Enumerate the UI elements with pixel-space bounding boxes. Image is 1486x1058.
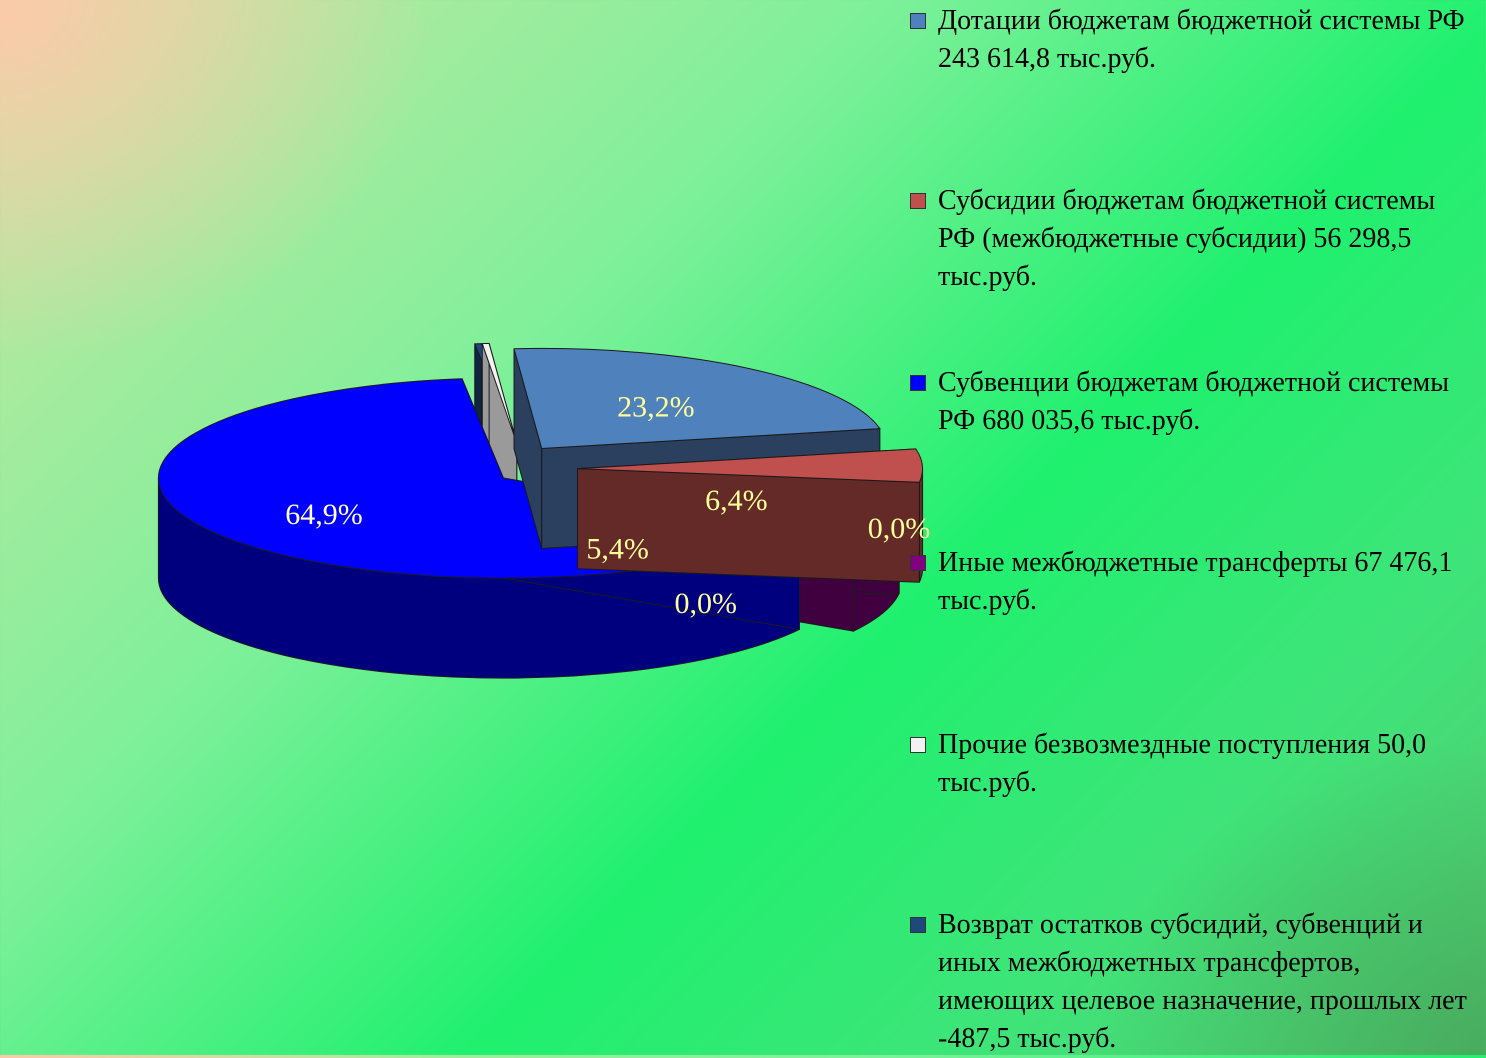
data-label-vozvrat: 0,0% [675, 587, 738, 620]
legend-label-subvencii: Субвенции бюджетам бюджетной системы РФ … [938, 367, 1450, 436]
legend-item-dotacii: Дотации бюджетам бюджетной системы РФ 24… [910, 2, 1478, 78]
legend-swatch-prochie [910, 737, 926, 753]
pie-top-dotacii [513, 347, 881, 449]
legend-item-inye-transferty: Иные межбюджетные трансферты 67 476,1 ты… [910, 544, 1478, 620]
pie-top-subsidii [577, 448, 924, 483]
pie-slices [157, 342, 924, 679]
legend-label-prochie: Прочие безвозмездные поступления 50,0 ты… [938, 729, 1427, 798]
legend-label-inye-transferty: Иные межбюджетные трансферты 67 476,1 ты… [938, 547, 1453, 616]
pie-data-labels: 6,4% 0,0% 0,0% 64,9% 23,2% 5,4% [285, 391, 930, 621]
legend-label-dotacii: Дотации бюджетам бюджетной системы РФ 24… [938, 5, 1465, 74]
legend-item-subsidii: Субсидии бюджетам бюджетной системы РФ (… [910, 182, 1478, 296]
legend-swatch-vozvrat [910, 917, 926, 933]
legend-swatch-subvencii [910, 375, 926, 391]
legend-item-vozvrat: Возврат остатков субсидий, субвенций и и… [910, 906, 1478, 1058]
pie-slice-subsidii [577, 448, 924, 583]
legend-item-subvencii: Субвенции бюджетам бюджетной системы РФ … [910, 364, 1478, 440]
legend-swatch-subsidii [910, 193, 926, 209]
legend-label-vozvrat: Возврат остатков субсидий, субвенций и и… [938, 909, 1467, 1054]
data-label-prochie: 0,0% [868, 512, 931, 545]
legend-label-subsidii: Субсидии бюджетам бюджетной системы РФ (… [938, 185, 1436, 292]
legend-swatch-dotacii [910, 13, 926, 29]
data-label-dotacii: 23,2% [617, 391, 695, 424]
data-label-subsidii: 5,4% [586, 533, 649, 566]
legend-item-prochie: Прочие безвозмездные поступления 50,0 ты… [910, 726, 1478, 802]
legend-swatch-inye-transferty [910, 555, 926, 571]
data-label-subvencii: 64,9% [285, 498, 363, 531]
pie-top-prochie [481, 342, 518, 444]
data-label-inye-transferty: 6,4% [705, 484, 768, 517]
chart-legend: Дотации бюджетам бюджетной системы РФ 24… [910, 0, 1480, 1055]
